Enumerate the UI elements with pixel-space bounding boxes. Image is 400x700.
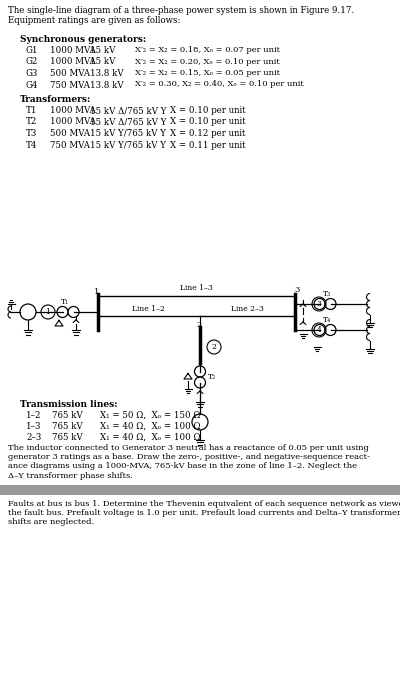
Text: Transformers:: Transformers: [20, 95, 91, 104]
Text: 500 MVA: 500 MVA [50, 129, 90, 138]
Text: 15 kV: 15 kV [90, 57, 115, 66]
Text: X₁ = 40 Ω,  Xₒ = 100 Ω: X₁ = 40 Ω, Xₒ = 100 Ω [100, 433, 200, 442]
Text: 1: 1 [46, 308, 50, 316]
Text: T₂: T₂ [208, 373, 216, 381]
Text: Transmission lines:: Transmission lines: [20, 400, 118, 409]
Text: 15 kV Y/765 kV Y: 15 kV Y/765 kV Y [90, 141, 166, 150]
Text: 765 kV: 765 kV [52, 411, 83, 420]
Text: 15 kV Δ/765 kV Y: 15 kV Δ/765 kV Y [90, 106, 166, 115]
Text: T1: T1 [26, 106, 38, 115]
Text: 765 kV: 765 kV [52, 422, 83, 431]
Text: X = 0.10 per unit: X = 0.10 per unit [170, 118, 246, 127]
Text: The inductor connected to Generator 3 neutral has a reactance of 0.05 per unit u: The inductor connected to Generator 3 ne… [8, 444, 370, 480]
Text: Faults at bus is bus 1. Determine the Thevenin equivalent of each sequence netwo: Faults at bus is bus 1. Determine the Th… [8, 500, 400, 526]
Text: X′₂ = X₂ = 0.18, Xₒ = 0.07 per unit: X′₂ = X₂ = 0.18, Xₒ = 0.07 per unit [135, 46, 280, 54]
Text: T2: T2 [26, 118, 37, 127]
Text: X = 0.12 per unit: X = 0.12 per unit [170, 129, 245, 138]
Text: 750 MVA: 750 MVA [50, 80, 90, 90]
Text: G1: G1 [26, 46, 38, 55]
Text: Line 1–2: Line 1–2 [132, 305, 164, 313]
Text: 750 MVA: 750 MVA [50, 141, 90, 150]
Text: T4: T4 [26, 141, 37, 150]
Text: 15 kV Δ/765 kV Y: 15 kV Δ/765 kV Y [90, 118, 166, 127]
Text: 13.8 kV: 13.8 kV [90, 80, 124, 90]
Text: 765 kV: 765 kV [52, 433, 83, 442]
Text: 13.8 kV: 13.8 kV [90, 69, 124, 78]
Text: 2: 2 [196, 321, 202, 329]
Text: 4: 4 [316, 326, 322, 334]
Text: G2: G2 [26, 57, 38, 66]
Text: 1–3: 1–3 [26, 422, 41, 431]
Text: X₁ = 40 Ω,  Xₒ = 100 Ω: X₁ = 40 Ω, Xₒ = 100 Ω [100, 422, 200, 431]
Text: X′₂ = X₂ = 0.20, Xₒ = 0.10 per unit: X′₂ = X₂ = 0.20, Xₒ = 0.10 per unit [135, 57, 280, 66]
Text: 500 MVA: 500 MVA [50, 69, 90, 78]
Text: 1000 MVA: 1000 MVA [50, 118, 96, 127]
Text: X₁ = 50 Ω,  Xₒ = 150 Ω: X₁ = 50 Ω, Xₒ = 150 Ω [100, 411, 200, 420]
Text: 15 kV: 15 kV [90, 46, 115, 55]
Text: 1–2: 1–2 [26, 411, 42, 420]
Text: 1: 1 [94, 288, 100, 296]
Text: 1000 MVA: 1000 MVA [50, 46, 96, 55]
Text: 3: 3 [316, 300, 322, 308]
Text: X′₂ = X₂ = 0.15, Xₒ = 0.05 per unit: X′₂ = X₂ = 0.15, Xₒ = 0.05 per unit [135, 69, 280, 77]
Text: 2: 2 [212, 343, 216, 351]
Text: The single-line diagram of a three-phase power system is shown in Figure 9.17.
E: The single-line diagram of a three-phase… [8, 6, 354, 25]
Text: X = 0.11 per unit: X = 0.11 per unit [170, 141, 246, 150]
Text: 1000 MVA: 1000 MVA [50, 57, 96, 66]
Text: 1000 MVA: 1000 MVA [50, 106, 96, 115]
Text: G3: G3 [26, 69, 38, 78]
Text: Synchronous generators:: Synchronous generators: [20, 35, 146, 44]
Text: Line 2–3: Line 2–3 [230, 305, 264, 313]
Text: T3: T3 [26, 129, 37, 138]
Text: T₃: T₃ [323, 290, 331, 298]
Text: 15 kV Y/765 kV Y: 15 kV Y/765 kV Y [90, 129, 166, 138]
Text: X′₂ = 0.30, X₂ = 0.40, Xₒ = 0.10 per unit: X′₂ = 0.30, X₂ = 0.40, Xₒ = 0.10 per uni… [135, 80, 304, 88]
Text: T₄: T₄ [323, 316, 331, 324]
Text: T₁: T₁ [61, 298, 69, 306]
Text: Line 1–3: Line 1–3 [180, 284, 212, 292]
Text: 3: 3 [294, 286, 300, 294]
Text: G4: G4 [26, 80, 38, 90]
Bar [0, 485, 400, 495]
Text: X = 0.10 per unit: X = 0.10 per unit [170, 106, 246, 115]
Text: 2–3: 2–3 [26, 433, 41, 442]
